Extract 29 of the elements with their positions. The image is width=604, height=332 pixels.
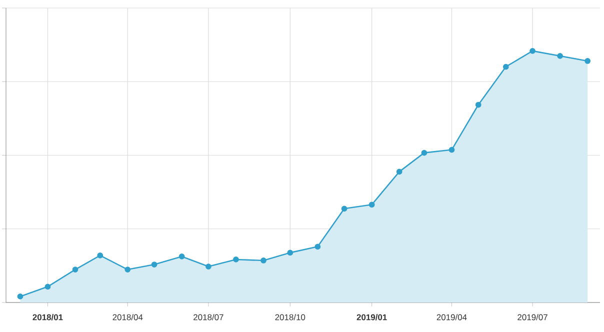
x-tick-label: 2018/01 xyxy=(32,314,63,320)
point xyxy=(97,252,104,258)
point xyxy=(448,146,455,153)
x-tick-label: 2018/10 xyxy=(275,314,306,320)
x-tick-label: 2019/07 xyxy=(518,314,548,320)
x-tick-label: 2018/04 xyxy=(112,314,143,320)
point xyxy=(72,266,78,272)
point xyxy=(124,266,131,272)
point xyxy=(557,53,563,59)
point xyxy=(421,150,428,156)
point xyxy=(396,168,402,175)
point xyxy=(44,284,51,290)
x-tick-label: 2019/04 xyxy=(436,314,467,320)
point xyxy=(287,250,294,256)
point xyxy=(151,262,158,268)
point xyxy=(233,256,239,262)
point xyxy=(178,254,185,260)
x-tick-label: 2019/01 xyxy=(356,314,387,320)
point xyxy=(584,58,591,64)
point xyxy=(314,244,321,250)
point xyxy=(17,294,24,300)
point xyxy=(260,258,266,264)
x-tick-label: 2018/07 xyxy=(194,314,224,320)
point xyxy=(475,102,482,108)
point xyxy=(530,48,536,54)
point xyxy=(206,264,212,270)
point xyxy=(368,202,375,208)
point xyxy=(341,206,348,212)
point xyxy=(502,64,509,70)
